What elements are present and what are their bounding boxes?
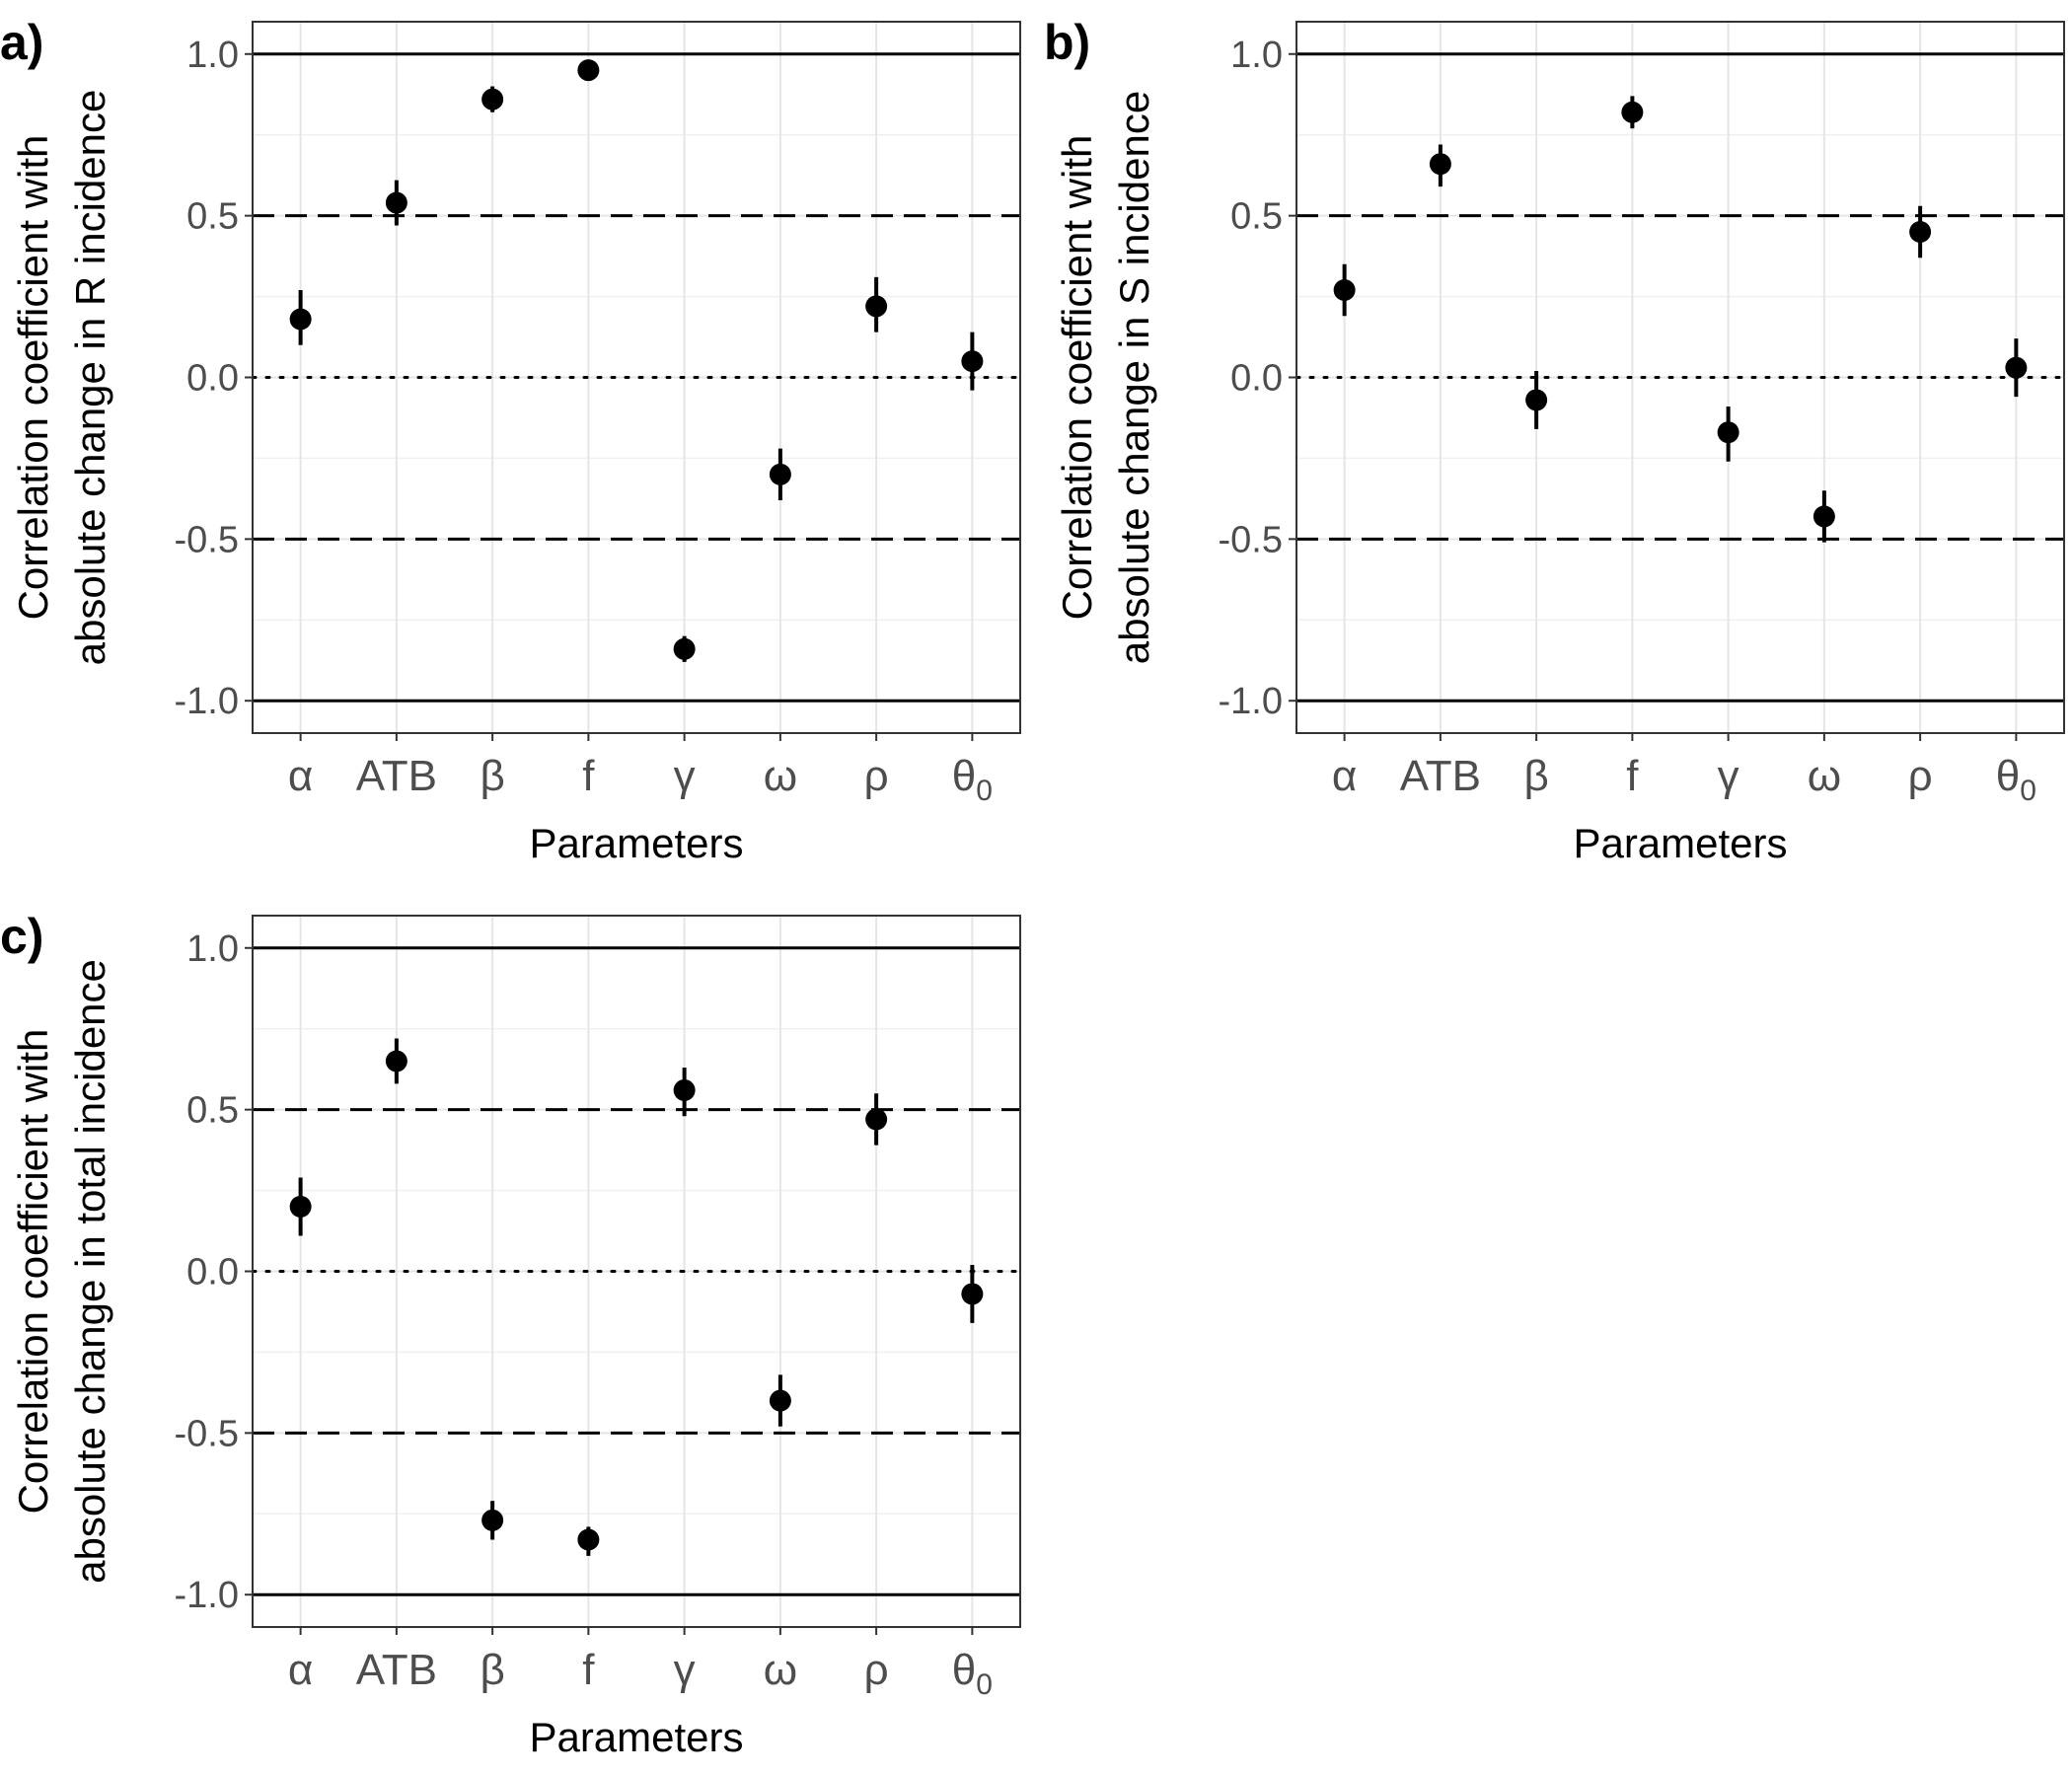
panel-label: c)	[0, 909, 43, 964]
x-tick-label: θ0	[952, 1646, 993, 1701]
y-tick-label: -0.5	[1219, 519, 1283, 560]
data-point	[577, 1528, 600, 1551]
x-tick-label: ρ	[864, 1646, 889, 1694]
data-point	[1909, 221, 1932, 244]
data-point	[865, 295, 888, 318]
x-tick-label: β	[480, 752, 504, 800]
y-tick-label: -1.0	[175, 1575, 239, 1616]
x-tick-label: f	[582, 752, 595, 800]
y-tick-label: -0.5	[175, 1413, 239, 1454]
x-tick-label: γ	[1718, 752, 1739, 800]
data-point	[865, 1108, 888, 1131]
data-point	[961, 1283, 984, 1305]
chart-panel-2: 1.0 0.5 0.0 -0.5 -1.0 α ATB β f γ ω ρ θ0 Parameters Co…	[1044, 15, 2066, 866]
x-tick-label: θ0	[952, 752, 993, 807]
data-point	[481, 88, 504, 111]
x-tick-label: β	[480, 1646, 504, 1694]
x-tick-label: β	[1523, 752, 1548, 800]
x-tick-label: ATB	[356, 1646, 437, 1694]
data-point	[673, 1078, 696, 1101]
y-tick-label: -1.0	[175, 681, 239, 722]
chart-panel-1: 1.0 0.5 0.0 -0.5 -1.0 α ATB β f γ ω ρ θ0 Parameters Co…	[0, 15, 1022, 866]
data-point	[289, 1195, 312, 1218]
x-tick-label: α	[1332, 752, 1357, 800]
y-axis-title: Correlation coefficient with	[10, 1029, 56, 1515]
x-tick-label: ρ	[864, 752, 889, 800]
data-point	[769, 463, 791, 485]
data-point	[481, 1509, 504, 1531]
x-tick-label: f	[582, 1646, 595, 1694]
y-axis-title: absolute change in S incidence	[1111, 91, 1157, 664]
data-point	[1525, 389, 1548, 411]
data-point	[961, 350, 984, 373]
data-point	[1621, 101, 1644, 123]
panel-label: a)	[0, 15, 43, 70]
y-tick-label: 0.0	[186, 358, 239, 400]
data-point	[1429, 153, 1451, 176]
y-tick-label: 1.0	[186, 35, 239, 76]
y-tick-label: 0.5	[186, 196, 239, 238]
x-tick-label: γ	[674, 752, 696, 800]
x-tick-label: α	[288, 1646, 313, 1694]
panel-label: b)	[1044, 15, 1090, 70]
data-point	[1717, 421, 1739, 444]
data-point	[2005, 356, 2028, 379]
data-point	[385, 191, 407, 214]
y-tick-label: 0.0	[1230, 358, 1283, 400]
y-tick-label: 0.0	[186, 1252, 239, 1294]
data-point	[577, 59, 600, 82]
data-point	[385, 1050, 407, 1073]
data-point	[673, 637, 696, 660]
x-axis-title: Parameters	[1573, 820, 1787, 866]
x-tick-label: γ	[674, 1646, 696, 1694]
data-point	[289, 308, 312, 331]
data-point	[769, 1389, 791, 1412]
x-tick-label: ω	[764, 752, 797, 800]
y-tick-label: -0.5	[175, 519, 239, 560]
x-tick-label: ρ	[1908, 752, 1933, 800]
data-point	[1333, 279, 1356, 302]
x-tick-label: α	[288, 752, 313, 800]
x-tick-label: f	[1626, 752, 1639, 800]
x-axis-title: Parameters	[529, 820, 743, 866]
y-axis-title: absolute change in R incidence	[67, 90, 113, 666]
y-tick-label: 1.0	[186, 928, 239, 970]
chart-panel-3: 1.0 0.5 0.0 -0.5 -1.0 α ATB β f γ ω ρ θ0 Parameters Co…	[0, 909, 1022, 1760]
x-tick-label: ω	[764, 1646, 797, 1694]
x-tick-label: ATB	[1400, 752, 1481, 800]
y-tick-label: 0.5	[1230, 196, 1283, 238]
y-axis-title: Correlation coefficient with	[10, 135, 56, 621]
y-tick-label: 1.0	[1230, 35, 1283, 76]
y-tick-label: 0.5	[186, 1090, 239, 1132]
x-tick-label: ATB	[356, 752, 437, 800]
x-tick-label: θ0	[1996, 752, 2036, 807]
x-axis-title: Parameters	[529, 1714, 743, 1760]
y-axis-title: absolute change in total incidence	[67, 959, 113, 1584]
x-tick-label: ω	[1808, 752, 1841, 800]
y-axis-title: Correlation coefficient with	[1054, 135, 1100, 621]
y-tick-label: -1.0	[1219, 681, 1283, 722]
data-point	[1813, 505, 1835, 528]
